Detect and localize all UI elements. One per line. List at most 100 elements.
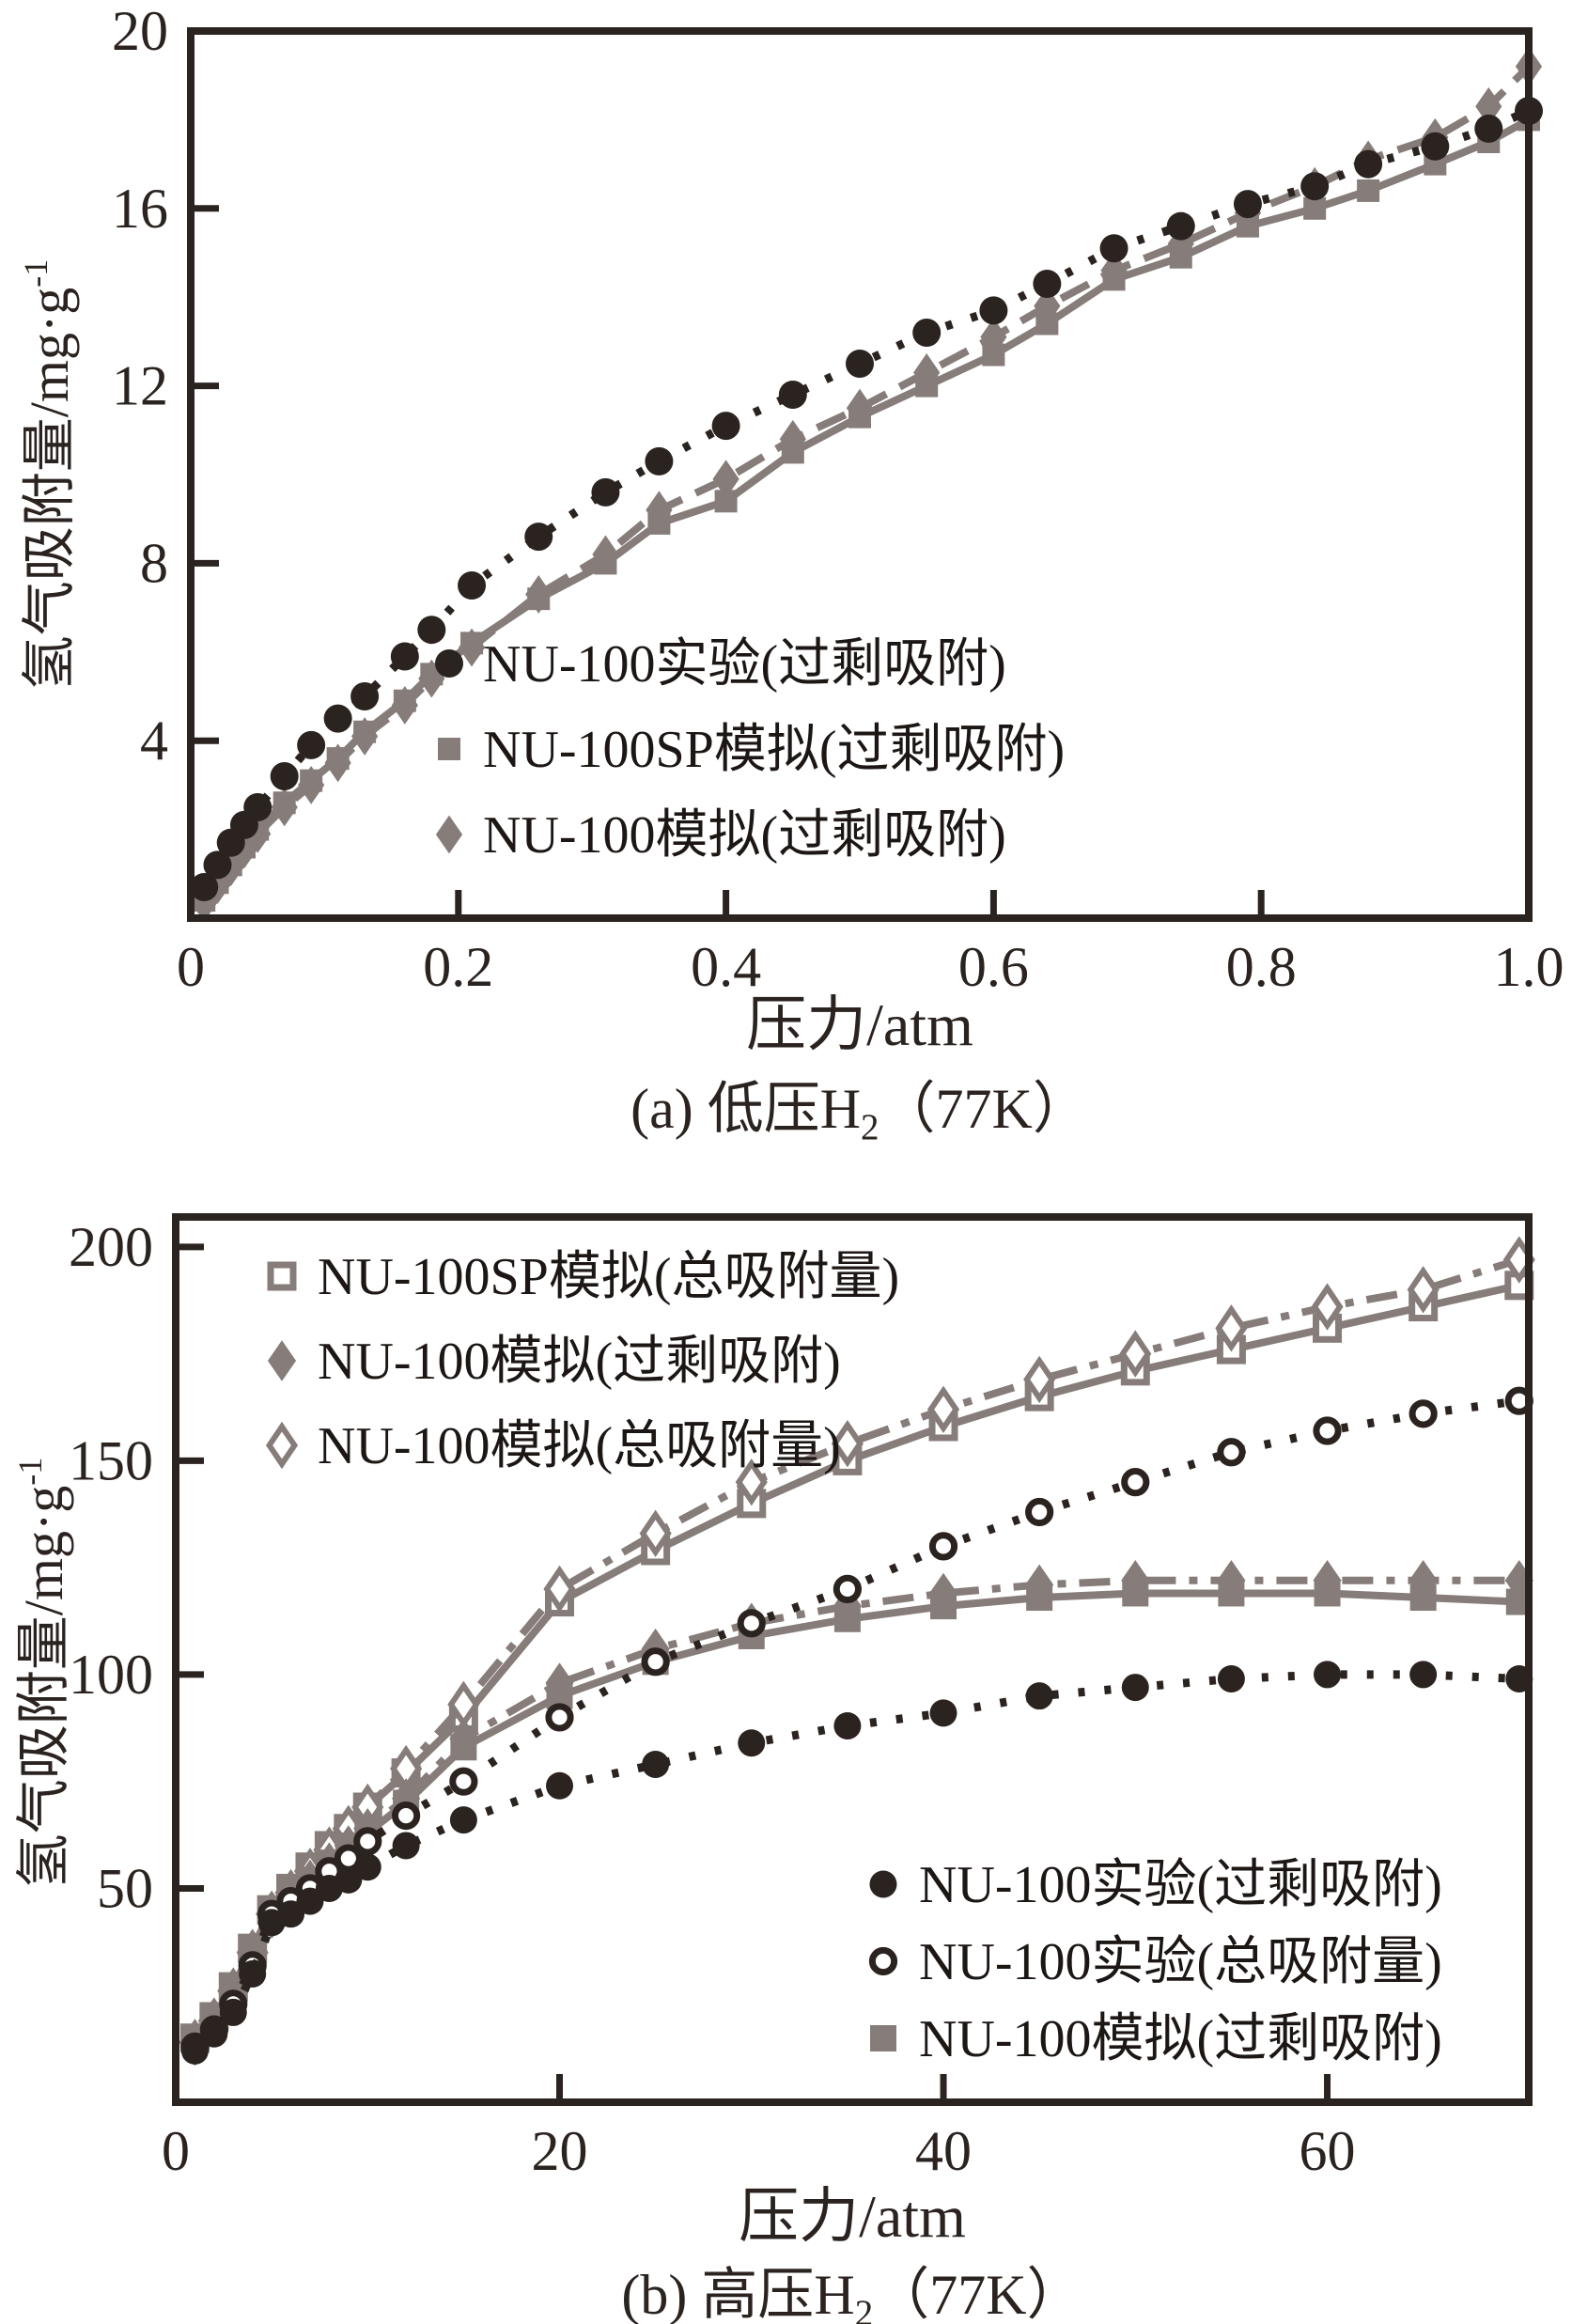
- circle-open-marker: [1313, 1416, 1342, 1445]
- series-layer: [190, 47, 1543, 922]
- square-marker: [870, 2025, 896, 2051]
- y-tick-label: 200: [69, 1216, 153, 1278]
- diamond-open-marker: [1023, 1355, 1056, 1404]
- legend-b-1: NU-100实验(过剩吸附) NU-100实验(总吸附量) NU-100模拟(过剩吸…: [868, 1856, 1442, 2068]
- diamond-open-marker: [831, 1419, 864, 1468]
- diamond-marker: [392, 1778, 421, 1819]
- x-tick-label: 0: [162, 2120, 190, 2182]
- chart-caption: (a) 低压H2（77K）: [630, 1078, 1089, 1147]
- chart-b: 0 20 40 60 50 100 150 200 压力/atm 氢气吸附量/mg·g-1 (b) …: [11, 1213, 1535, 2324]
- legend-label: NU-100SP模拟(总吸附量): [318, 1248, 899, 1306]
- x-tick-label: 60: [1300, 2120, 1356, 2182]
- circle-marker: [833, 1712, 862, 1740]
- circle-marker: [929, 1699, 957, 1727]
- diamond-marker: [324, 743, 351, 783]
- plot-border: [187, 27, 1533, 922]
- diamond-marker: [1409, 1560, 1438, 1601]
- circle-marker: [392, 1832, 420, 1860]
- legend-label: NU-100模拟(总吸附量): [318, 1417, 841, 1475]
- y-tick-label: 100: [69, 1644, 153, 1706]
- series-line: [192, 1281, 1520, 2041]
- legend-label: NU-100实验(过剩吸附): [919, 1856, 1442, 1914]
- circle-marker: [1217, 1664, 1245, 1692]
- y-tick-label: 50: [97, 1857, 153, 1919]
- circle-marker: [524, 523, 553, 552]
- legend-label: NU-100模拟(过剩吸附): [318, 1333, 841, 1391]
- square-marker: [438, 738, 460, 760]
- legend-label: NU-100SP模拟(过剩吸附): [483, 721, 1065, 779]
- legend-b-0: NU-100SP模拟(总吸附量) NU-100模拟(过剩吸附) NU-100模拟(总…: [265, 1248, 899, 1475]
- circle-marker: [1033, 270, 1062, 299]
- circle-marker: [1166, 211, 1195, 241]
- diamond-marker: [391, 686, 418, 725]
- diamond-open-marker: [543, 1565, 576, 1614]
- diamond-marker: [1025, 1564, 1054, 1606]
- circle-open-marker: [353, 1827, 382, 1856]
- diamond-open-marker: [1407, 1266, 1440, 1314]
- legend-label: NU-100实验(总吸附量): [919, 1933, 1442, 1991]
- circle-marker: [642, 1750, 670, 1778]
- circle-marker: [243, 793, 272, 821]
- circle-open-marker: [641, 1647, 670, 1677]
- diamond-marker: [458, 628, 486, 667]
- circle-marker: [1300, 172, 1330, 201]
- legend-label: NU-100模拟(过剩吸附): [919, 2010, 1442, 2068]
- chart-caption: (b) 高压H2（77K）: [621, 2264, 1082, 2324]
- circle-marker: [1025, 1682, 1053, 1710]
- circle-marker: [190, 872, 219, 901]
- diamond-marker: [1121, 1560, 1150, 1601]
- legend-item: NU-100模拟(过剩吸附): [267, 1333, 841, 1391]
- circle-marker: [591, 477, 620, 507]
- circle-marker: [738, 1729, 766, 1757]
- circle-open-marker: [1025, 1497, 1054, 1527]
- series-sp_excess_a: [193, 108, 1540, 912]
- y-axis-title: 氢气吸附量/mg·g-1: [17, 259, 80, 691]
- diamond-marker: [525, 575, 553, 614]
- series-layer: [179, 1236, 1535, 2067]
- circle-marker: [449, 1806, 477, 1834]
- y-tick-label: 4: [140, 710, 168, 772]
- y-tick-label: 150: [69, 1429, 153, 1491]
- circle-open-marker: [1121, 1468, 1150, 1497]
- legend-item: NU-100实验(过剩吸附): [869, 1856, 1442, 1914]
- circle-marker: [1314, 1661, 1342, 1689]
- circle-marker: [1099, 234, 1128, 263]
- circle-marker: [1121, 1674, 1149, 1702]
- diamond-open-marker: [265, 1421, 299, 1470]
- circle-open-marker: [449, 1767, 478, 1796]
- circle-marker: [846, 350, 874, 378]
- circle-marker: [1474, 114, 1503, 143]
- circle-open-marker: [1409, 1399, 1438, 1428]
- diamond-open-marker: [1311, 1283, 1344, 1331]
- diamond-marker: [928, 1572, 958, 1614]
- diamond-open-marker: [639, 1509, 672, 1557]
- circle-open-marker: [1217, 1438, 1246, 1467]
- circle-marker: [335, 1865, 363, 1894]
- diamond-marker: [351, 717, 379, 756]
- diamond-open-marker: [1215, 1304, 1248, 1352]
- circle-marker: [353, 1853, 381, 1881]
- circle-marker: [296, 1887, 324, 1915]
- diamond-marker: [267, 1340, 297, 1381]
- diamond-marker: [1217, 1560, 1246, 1601]
- diamond-open-marker: [926, 1385, 960, 1433]
- circle-marker: [979, 296, 1008, 325]
- circle-marker: [711, 412, 740, 441]
- diamond-marker: [913, 353, 941, 392]
- y-tick-label: 20: [112, 0, 168, 62]
- diamond-marker: [298, 766, 325, 804]
- circle-marker: [1233, 190, 1262, 219]
- y-tick-label: 12: [112, 355, 168, 417]
- diamond-marker: [1475, 86, 1502, 126]
- circle-marker: [203, 850, 232, 880]
- diamond-marker: [1100, 251, 1128, 290]
- diamond-open-marker: [735, 1458, 768, 1506]
- x-tick-label: 20: [532, 2120, 588, 2182]
- y-tick-label: 16: [112, 178, 168, 240]
- series-exp_excess_b: [180, 1661, 1533, 2065]
- circle-marker: [645, 446, 674, 476]
- circle-marker: [390, 642, 419, 671]
- circle-open-marker: [545, 1703, 574, 1732]
- circle-marker: [239, 1959, 267, 1988]
- legend-item: NU-100SP模拟(过剩吸附): [438, 721, 1065, 779]
